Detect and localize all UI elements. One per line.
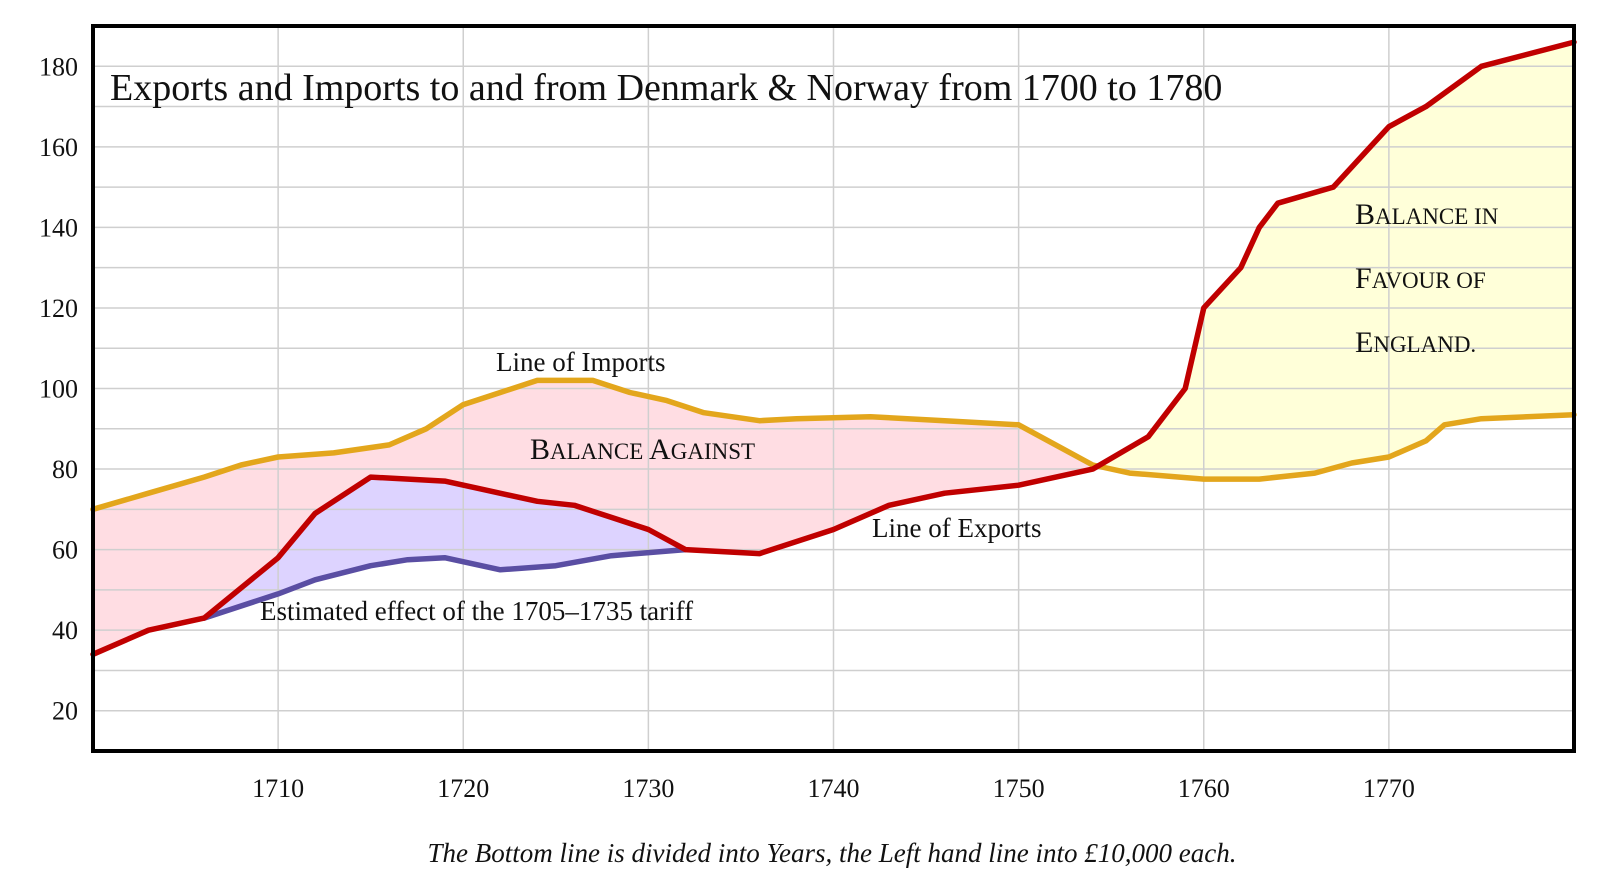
x-tick-label: 1730 [622,774,674,803]
exports-line [90,39,1577,658]
x-tick-label: 1750 [993,774,1045,803]
chart-title: Exports and Imports to and from Denmark … [110,67,1222,109]
y-tick-label: 20 [52,697,78,726]
balance-areas [93,42,1574,655]
series-lines [90,39,1577,658]
balance-favour-area [1098,42,1574,480]
balance-against-label: BALANCE AGAINST [530,433,755,466]
y-tick-label: 160 [39,133,78,162]
exports-line-label: Line of Exports [872,513,1041,543]
imports-line-label: Line of Imports [496,347,665,377]
grid-lines [93,25,1574,752]
tariff-effect-area [204,477,686,619]
balance-favour-label-line-2: FAVOUR OF [1355,262,1486,295]
y-tick-label: 60 [52,536,78,565]
tariff-line [201,546,689,621]
y-tick-label: 80 [52,455,78,484]
x-tick-label: 1770 [1363,774,1415,803]
x-tick-label: 1720 [437,774,489,803]
x-tick-label: 1760 [1178,774,1230,803]
balance-against-area [93,380,1099,655]
imports-line [90,377,1577,513]
balance-favour-label-line-3: ENGLAND. [1355,326,1476,359]
x-tick-label: 1740 [808,774,860,803]
y-tick-label: 100 [39,375,78,404]
x-axis-ticks: 1710 1720 1730 1740 1750 1760 1770 [252,774,1415,803]
y-axis-ticks: 20 40 60 80 100 120 140 160 180 [39,52,78,725]
plot-frame [91,24,1576,753]
y-tick-label: 180 [39,52,78,81]
balance-favour-label-line-1: BALANCE IN [1355,198,1499,231]
y-tick-label: 40 [52,616,78,645]
axis-caption: The Bottom line is divided into Years, t… [428,838,1237,868]
y-tick-label: 140 [39,213,78,242]
tariff-effect-label: Estimated effect of the 1705–1735 tariff [260,596,693,626]
x-tick-label: 1710 [252,774,304,803]
y-tick-label: 120 [39,294,78,323]
